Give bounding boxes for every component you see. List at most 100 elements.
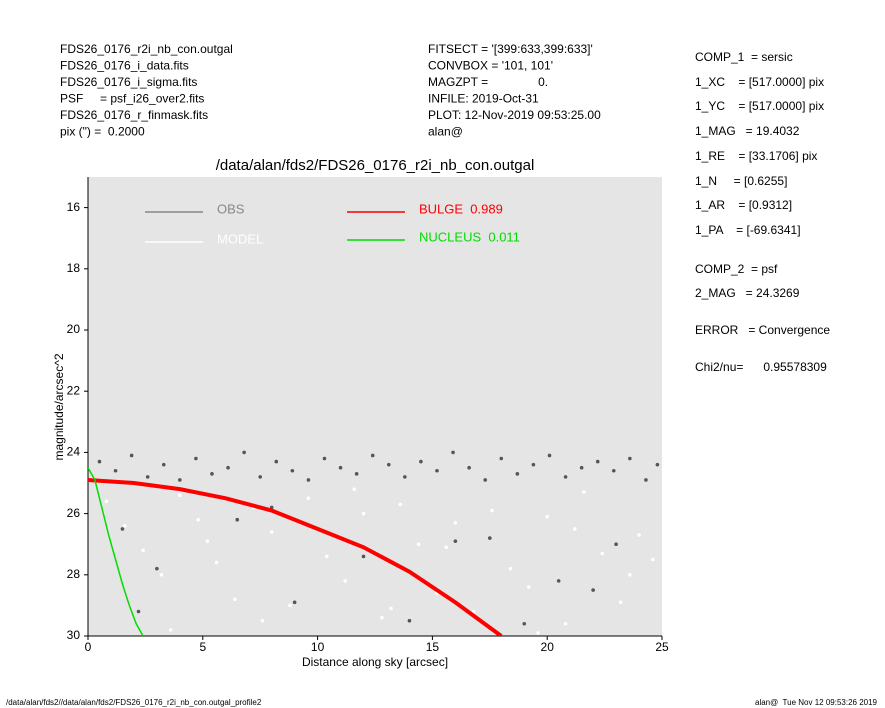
y-tick-label: 26 (67, 506, 81, 520)
data-point (290, 468, 295, 473)
data-point (380, 615, 384, 620)
header-mid-line: FITSECT = '[399:633,399:633]' (428, 42, 593, 56)
y-tick-label: 24 (67, 445, 81, 459)
footer-user: alan@ Tue Nov 12 09:53:26 2019 (755, 698, 878, 707)
data-point (419, 459, 423, 464)
data-point (508, 566, 513, 571)
fit-param: COMP_2 = psf (695, 262, 778, 276)
header-left-line: FDS26_0176_i_data.fits (60, 59, 189, 73)
header-mid-line: INFILE: 2019-Oct-31 (428, 92, 539, 106)
data-point (407, 618, 412, 623)
header-left-line: FDS26_0176_i_sigma.fits (60, 75, 197, 89)
data-point (483, 478, 488, 482)
data-point (563, 621, 568, 626)
data-point (205, 539, 210, 543)
data-point (416, 542, 421, 546)
data-point (403, 475, 407, 479)
data-point (155, 566, 159, 571)
fit-param: 1_XC = [517.0000] pix (695, 75, 824, 89)
data-point (178, 493, 182, 498)
data-point (288, 603, 292, 608)
data-point (644, 478, 648, 482)
fit-param: Chi2/nu= 0.95578309 (695, 360, 827, 374)
data-point (361, 554, 366, 559)
legend-label: MODEL (217, 231, 263, 246)
data-point (490, 508, 494, 513)
data-point (579, 465, 584, 470)
fit-param: 1_PA = [-69.6341] (695, 223, 801, 237)
y-axis-label: magnitude/arcsec^2 (52, 353, 66, 460)
header-left-line: FDS26_0176_r2i_nb_con.outgal (60, 42, 233, 56)
data-point (104, 499, 109, 504)
data-point (591, 588, 595, 592)
data-point (343, 579, 347, 583)
legend-label: NUCLEUS 0.011 (419, 229, 520, 244)
data-point (453, 539, 458, 543)
data-point (651, 557, 655, 562)
data-point (572, 527, 577, 531)
data-point (145, 475, 150, 479)
data-point (595, 459, 600, 464)
y-tick-label: 22 (67, 383, 81, 397)
data-point (274, 459, 279, 464)
data-point (361, 511, 366, 516)
data-point (269, 530, 274, 534)
data-point (354, 472, 359, 476)
data-point (260, 618, 265, 623)
legend-label: OBS (217, 201, 245, 216)
data-point (488, 536, 492, 540)
data-point (444, 545, 448, 550)
data-point (235, 517, 240, 522)
data-point (547, 453, 552, 458)
header-mid-line: PLOT: 12-Nov-2019 09:53:25.00 (428, 108, 601, 122)
fit-param: 1_YC = [517.0000] pix (695, 99, 824, 113)
profile-line (88, 467, 144, 636)
data-point (451, 450, 455, 455)
data-point (214, 560, 219, 565)
fit-param: COMP_1 = sersic (695, 50, 793, 64)
data-point (141, 548, 145, 553)
data-point (210, 472, 214, 476)
data-point (536, 631, 540, 635)
y-tick-label: 20 (67, 322, 81, 336)
data-point (324, 554, 329, 559)
data-point (352, 487, 357, 491)
data-point (322, 456, 327, 461)
data-point (97, 459, 102, 464)
data-point (122, 524, 127, 528)
data-point (233, 597, 237, 602)
profile-line (88, 477, 503, 636)
data-point (637, 533, 641, 537)
fit-param: 1_RE = [33.1706] pix (695, 149, 817, 163)
legend-label: BULGE 0.989 (419, 201, 503, 216)
data-point (306, 496, 311, 501)
header-left-line: PSF = psf_i26_over2.fits (60, 92, 204, 106)
fit-param: 2_MAG = 24.3269 (695, 286, 800, 300)
x-tick-label: 5 (199, 640, 206, 654)
y-tick-label: 18 (67, 261, 81, 275)
data-point (467, 465, 471, 470)
header-left-line: FDS26_0176_r_finmask.fits (60, 108, 208, 122)
data-point (338, 465, 343, 470)
data-point (563, 475, 568, 479)
data-point (242, 450, 246, 455)
data-point (614, 542, 618, 546)
data-point (628, 573, 632, 577)
fit-param: 1_AR = [0.9312] (695, 198, 792, 212)
fit-param: ERROR = Convergence (695, 323, 830, 337)
data-point (515, 472, 520, 476)
data-point (611, 468, 616, 473)
y-tick-label: 16 (67, 200, 81, 214)
data-point (159, 573, 164, 577)
data-point (398, 502, 403, 507)
data-point (129, 453, 134, 458)
data-point (370, 453, 375, 458)
data-point (522, 621, 527, 626)
data-point (292, 600, 297, 605)
data-point (226, 465, 230, 470)
data-point (136, 609, 141, 614)
y-tick-label: 28 (67, 567, 81, 581)
header-mid-line: CONVBOX = '101, 101' (428, 59, 553, 73)
data-point (582, 490, 586, 494)
